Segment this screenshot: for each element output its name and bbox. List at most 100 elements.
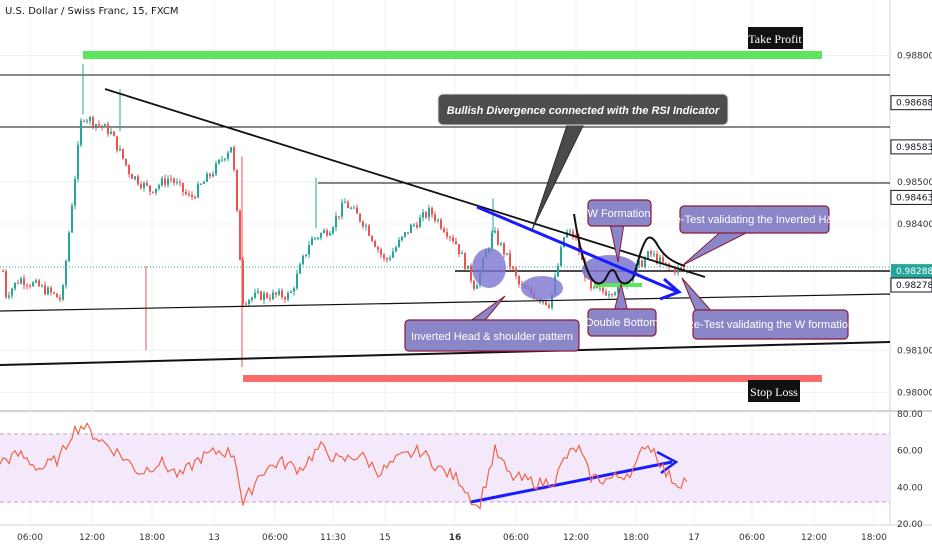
candle (38, 278, 40, 287)
candle-body (182, 183, 184, 192)
candle-body (368, 225, 370, 236)
candle (86, 119, 88, 124)
candle (605, 288, 607, 296)
bullish-divergence-callout[interactable]: Bullish Divergence connected with the RS… (437, 93, 729, 231)
candle-body (53, 292, 55, 294)
candle-body (497, 230, 499, 245)
candle-body (470, 265, 472, 281)
candle (611, 293, 613, 298)
candle-body (548, 305, 550, 308)
candle (53, 291, 55, 295)
candle-body (125, 158, 127, 166)
candle (200, 183, 202, 185)
retest-w-label: Re-Test validating the W formation (686, 319, 854, 331)
stop-loss-label-group[interactable]: Stop Loss (748, 380, 800, 402)
candle (263, 290, 265, 304)
candle (428, 204, 430, 222)
candle-body (68, 232, 70, 262)
candle (8, 291, 10, 300)
rsi-line (0, 422, 688, 510)
candle (395, 245, 397, 253)
candle (278, 288, 280, 297)
candle (332, 226, 334, 236)
candle-body (371, 235, 373, 241)
double-bottom-callout[interactable]: Double Bottom (586, 283, 659, 337)
candle (509, 249, 511, 271)
candle (404, 231, 406, 239)
w-formation-callout[interactable]: W Formation (587, 199, 652, 263)
rsi-axis[interactable]: 80.00 60.00 40.00 20.00 (897, 410, 923, 530)
candle-body (572, 231, 574, 238)
double-bottom-label: Double Bottom (586, 317, 659, 329)
candle-body (446, 232, 448, 237)
candle-body (428, 207, 430, 218)
price-axis[interactable]: 0.98800 0.98500 0.98400 0.98100 0.98000 (897, 52, 932, 399)
inv-hs-callout[interactable]: Inverted Head & shoulder pattern (404, 295, 580, 352)
candle (242, 257, 244, 308)
candle-body (107, 124, 109, 134)
candle-body (359, 213, 361, 222)
candle-body (263, 293, 265, 300)
candle (284, 295, 286, 303)
candle-body (287, 292, 289, 300)
candle-body (458, 244, 460, 254)
candle (365, 223, 367, 231)
candle-body (23, 278, 25, 286)
lower-trendline[interactable] (0, 293, 891, 312)
candle (92, 115, 94, 130)
candle-body (47, 287, 49, 295)
descending-trendline[interactable] (104, 88, 706, 278)
take-profit-label-group[interactable]: Take Profit (748, 27, 803, 49)
retest-hs-callout[interactable]: Re-Test validating the Inverted H&S (667, 205, 841, 266)
candle (503, 241, 505, 259)
candle (212, 171, 214, 178)
candle-body (158, 185, 160, 189)
candle-body (449, 236, 451, 238)
time-axis[interactable]: 06:00 12:00 18:00 13 06:00 11:30 15 16 06:00 12:0… (17, 533, 887, 543)
divergence-arrow-rsi[interactable] (470, 460, 673, 504)
candle-body (506, 253, 508, 255)
candle (305, 254, 307, 258)
candle (506, 253, 508, 256)
candle (230, 147, 232, 153)
stop-loss-bar[interactable] (243, 375, 822, 382)
candle (458, 244, 460, 258)
candle (392, 247, 394, 259)
candle-body (131, 174, 133, 179)
candle (413, 222, 415, 228)
take-profit-bar[interactable] (83, 51, 822, 59)
retest-w-callout[interactable]: Re-Test validating the W formation (681, 277, 854, 340)
time-tick-label: 18:00 (861, 533, 887, 543)
candle (116, 136, 118, 153)
candle-body (80, 120, 82, 145)
time-tick-label: 15 (379, 533, 390, 543)
candle-body (26, 285, 28, 287)
candle-body (110, 131, 112, 134)
candle (215, 160, 217, 177)
candle-body (491, 232, 493, 249)
candle-body (209, 173, 211, 177)
support-trendline[interactable] (0, 341, 891, 366)
candle (419, 214, 421, 228)
candle-body (140, 184, 142, 188)
candle-body (128, 165, 130, 175)
candle (5, 269, 7, 300)
candle-body (602, 287, 604, 292)
candle (425, 211, 427, 220)
candle-body (227, 152, 229, 159)
candle (359, 213, 361, 223)
price-tag-box (890, 139, 932, 155)
candle-body (119, 148, 121, 151)
candle (17, 279, 19, 285)
retest-w-box (692, 309, 849, 340)
candle (374, 239, 376, 248)
candle-body (167, 178, 169, 185)
divergence-arrow-price[interactable] (476, 205, 679, 294)
candle-body (218, 159, 220, 164)
candle-body (647, 251, 649, 259)
candle-body (443, 228, 445, 233)
candle-body (422, 212, 424, 218)
candle-body (608, 294, 610, 296)
candle-body (290, 291, 292, 293)
